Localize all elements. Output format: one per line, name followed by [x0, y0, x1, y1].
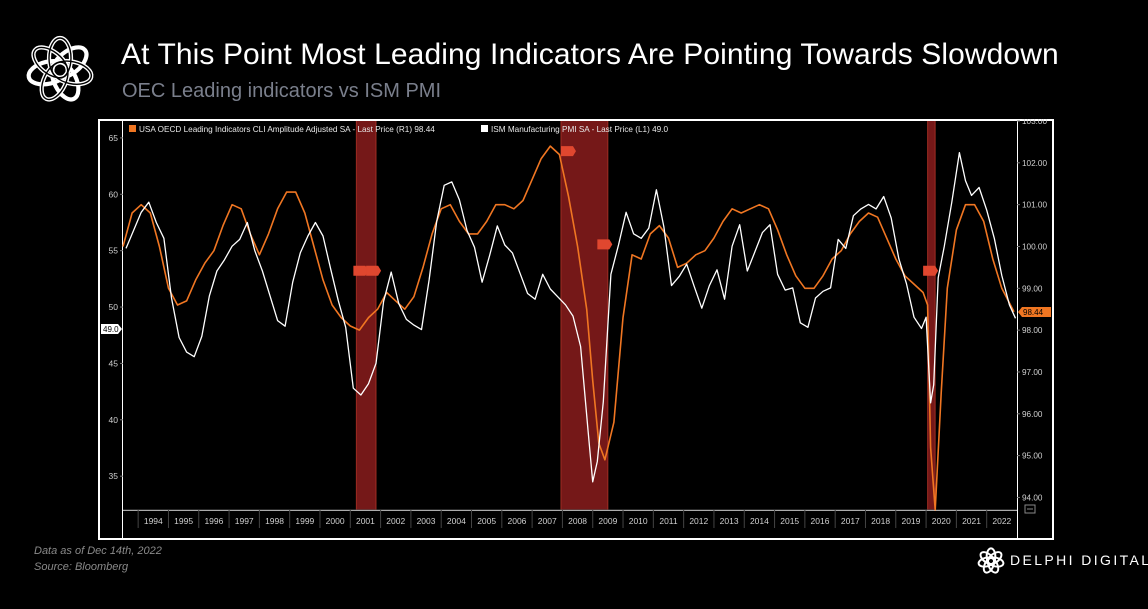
- x-tick-label: 1996: [204, 516, 223, 526]
- data-as-of-note: Data as of Dec 14th, 2022: [34, 545, 162, 557]
- x-tick-label: 2004: [447, 516, 466, 526]
- recession-marker-2: [560, 146, 576, 157]
- y-left-tick-label: 65: [109, 133, 119, 143]
- legend-swatch-pmi: [481, 125, 488, 132]
- chart-menu-icon[interactable]: [1024, 504, 1036, 514]
- page-title: At This Point Most Leading Indicators Ar…: [121, 38, 1059, 71]
- y-right-tick-label: 100.00: [1022, 242, 1047, 251]
- x-tick-label: 1997: [235, 516, 254, 526]
- legend-label-pmi: ISM Manufacturing PMI SA - Last Price (L…: [491, 125, 668, 134]
- x-tick-label: 2002: [386, 516, 405, 526]
- recession-band-1: [560, 121, 608, 510]
- x-tick-label: 2012: [689, 516, 708, 526]
- y-left-tick-label: 40: [109, 415, 119, 425]
- recession-marker-1: [366, 265, 382, 276]
- y-right-tick-label: 102.00: [1022, 159, 1047, 168]
- delphi-logo-icon: [26, 35, 94, 102]
- x-tick-label: 2010: [629, 516, 648, 526]
- last-value-cli: 98.44: [1023, 308, 1044, 317]
- x-tick-label: 2016: [811, 516, 830, 526]
- series-line-pmi: [125, 151, 1017, 483]
- x-tick-label: 2008: [568, 516, 587, 526]
- x-tick-label: 2020: [932, 516, 951, 526]
- y-right-tick-label: 99.00: [1022, 284, 1043, 293]
- right-axis-area: [1018, 121, 1052, 538]
- y-right-tick-label: 101.00: [1022, 201, 1047, 210]
- y-right-tick-label: 97.00: [1022, 368, 1043, 377]
- x-tick-label: 2005: [477, 516, 496, 526]
- source-note: Source: Bloomberg: [34, 561, 128, 573]
- y-left-tick-label: 35: [109, 471, 119, 481]
- x-tick-label: 2009: [598, 516, 617, 526]
- recession-marker-3: [597, 239, 613, 250]
- recession-marker-4: [923, 265, 939, 276]
- x-tick-label: 2006: [508, 516, 527, 526]
- y-right-tick-label: 95.00: [1022, 452, 1043, 461]
- y-left-tick-label: 50: [109, 302, 119, 312]
- recession-band-2: [927, 121, 936, 510]
- delphi-brand-icon: [977, 547, 1005, 574]
- last-value-tag-pmi: [101, 324, 122, 334]
- x-tick-label: 2013: [720, 516, 739, 526]
- legend-swatch-cli: [129, 125, 136, 132]
- x-tick-label: 2018: [871, 516, 890, 526]
- y-right-tick-label: 94.00: [1022, 493, 1043, 502]
- last-value-tag-cli: [1018, 307, 1051, 317]
- x-tick-label: 2000: [326, 516, 345, 526]
- y-right-tick-label: 103.00: [1022, 119, 1047, 126]
- source-prefix: Source:: [34, 561, 75, 573]
- legend-label-cli: USA OECD Leading Indicators CLI Amplitud…: [139, 125, 435, 134]
- x-tick-label: 2003: [417, 516, 436, 526]
- y-left-tick-label: 55: [109, 246, 119, 256]
- x-tick-label: 2021: [962, 516, 981, 526]
- x-tick-label: 2017: [841, 516, 860, 526]
- x-tick-label: 2022: [992, 516, 1011, 526]
- x-tick-label: 2014: [750, 516, 769, 526]
- x-tick-label: 2015: [780, 516, 799, 526]
- y-left-tick-label: 60: [109, 189, 119, 199]
- x-tick-label: 2007: [538, 516, 557, 526]
- y-right-tick-label: 96.00: [1022, 410, 1043, 419]
- x-tick-label: 1998: [265, 516, 284, 526]
- x-tick-label: 2011: [659, 516, 678, 526]
- x-tick-label: 1994: [144, 516, 163, 526]
- series-line-cli: [122, 145, 1015, 511]
- y-right-tick-label: 98.00: [1022, 326, 1043, 335]
- y-left-tick-label: 45: [109, 358, 119, 368]
- recession-band-0: [356, 121, 377, 510]
- x-axis-area: [123, 511, 1017, 538]
- x-tick-label: 2019: [901, 516, 920, 526]
- brand-name: DELPHI DIGITAL: [1010, 552, 1148, 568]
- recession-marker-0: [353, 265, 369, 276]
- line-chart: 1994 1995 1996 1997 1998 1999 2000 2001 2002 2003…: [98, 119, 1054, 540]
- source-name: Bloomberg: [74, 561, 129, 573]
- last-value-pmi: 49.0: [103, 325, 119, 334]
- page-subtitle: OEC Leading indicators vs ISM PMI: [122, 80, 442, 102]
- chart-container: 1994 1995 1996 1997 1998 1999 2000 2001 2002 2003…: [98, 119, 1054, 540]
- x-tick-label: 1999: [295, 516, 314, 526]
- x-tick-label: 1995: [174, 516, 193, 526]
- x-tick-label: 2001: [356, 516, 375, 526]
